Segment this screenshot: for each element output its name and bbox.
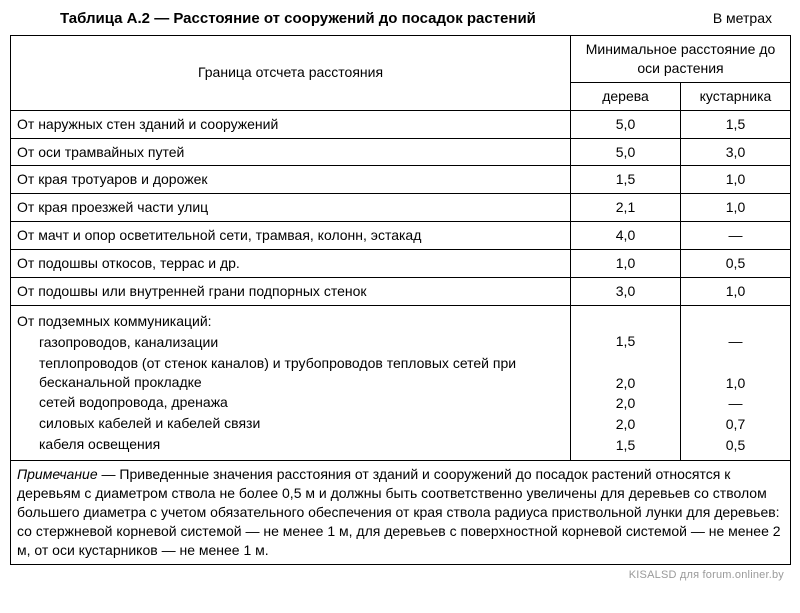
row-label: От края тротуаров и дорожек (11, 166, 571, 194)
col-header-boundary: Граница отсчета расстояния (11, 36, 571, 111)
row-label: От оси трамвайных путей (11, 138, 571, 166)
underground-item-label: теплопроводов (от стенок каналов) и труб… (17, 353, 564, 393)
underground-item-label: кабеля освещения (17, 434, 564, 455)
underground-shrub-value: 1,0 (726, 373, 745, 394)
row-shrub-value: — (681, 222, 791, 250)
row-tree-value: 2,1 (571, 194, 681, 222)
row-label: От подошвы или внутренней грани подпорны… (11, 278, 571, 306)
row-shrub-value: 0,5 (681, 250, 791, 278)
underground-tree-cell: 1,5 2,0 2,0 2,0 1,5 (571, 305, 681, 460)
watermark: KISALSD для forum.onliner.by (10, 565, 790, 581)
row-label: От мачт и опор осветительной сети, трамв… (11, 222, 571, 250)
row-label: От наружных стен зданий и сооружений (11, 110, 571, 138)
underground-shrub-cell: — 1,0 — 0,7 0,5 (681, 305, 791, 460)
underground-tree-value: 1,5 (616, 435, 635, 456)
underground-shrub-value: 0,7 (726, 414, 745, 435)
row-tree-value: 5,0 (571, 138, 681, 166)
underground-tree-value: 1,5 (616, 331, 635, 352)
col-header-shrub: кустарника (681, 82, 791, 110)
table-row: От края тротуаров и дорожек 1,5 1,0 (11, 166, 791, 194)
row-shrub-value: 1,0 (681, 278, 791, 306)
table-row: От оси трамвайных путей 5,0 3,0 (11, 138, 791, 166)
units-label: В метрах (713, 10, 784, 26)
heading-row: Таблица А.2 — Расстояние от сооружений д… (60, 10, 784, 27)
distance-table: Граница отсчета расстояния Минимальное р… (10, 35, 791, 565)
row-shrub-value: 3,0 (681, 138, 791, 166)
table-row: От подошвы откосов, террас и др. 1,0 0,5 (11, 250, 791, 278)
underground-shrub-value: — (729, 393, 743, 414)
table-row-note: Примечание — Приведенные значения рассто… (11, 461, 791, 564)
underground-tree-value: 2,0 (616, 393, 635, 414)
row-label: От края проезжей части улиц (11, 194, 571, 222)
row-tree-value: 4,0 (571, 222, 681, 250)
underground-shrub-value: — (729, 331, 743, 352)
col-header-tree: дерева (571, 82, 681, 110)
row-shrub-value: 1,5 (681, 110, 791, 138)
underground-item-label: сетей водопровода, дренажа (17, 392, 564, 413)
row-shrub-value: 1,0 (681, 194, 791, 222)
row-tree-value: 3,0 (571, 278, 681, 306)
note-cell: Примечание — Приведенные значения рассто… (11, 461, 791, 564)
page: Таблица А.2 — Расстояние от сооружений д… (0, 0, 800, 587)
table-row: От подошвы или внутренней грани подпорны… (11, 278, 791, 306)
row-tree-value: 1,0 (571, 250, 681, 278)
underground-item-label: газопроводов, канализации (17, 332, 564, 353)
table-row: От мачт и опор осветительной сети, трамв… (11, 222, 791, 250)
table-title: Таблица А.2 — Расстояние от сооружений д… (60, 10, 536, 27)
col-header-min-distance: Минимальное расстояние до оси растения (571, 36, 791, 83)
underground-heading: От подземных коммуникаций: (17, 311, 564, 332)
table-row: От наружных стен зданий и сооружений 5,0… (11, 110, 791, 138)
underground-tree-value: 2,0 (616, 414, 635, 435)
underground-label-cell: От подземных коммуникаций: газопроводов,… (11, 305, 571, 460)
underground-shrub-value: 0,5 (726, 435, 745, 456)
note-body: — Приведенные значения расстояния от зда… (17, 466, 781, 558)
row-label: От подошвы откосов, террас и др. (11, 250, 571, 278)
underground-tree-value: 2,0 (616, 373, 635, 394)
row-tree-value: 1,5 (571, 166, 681, 194)
underground-item-label: силовых кабелей и кабелей связи (17, 413, 564, 434)
note-lead: Примечание (17, 466, 98, 482)
table-row-underground: От подземных коммуникаций: газопроводов,… (11, 305, 791, 460)
row-tree-value: 5,0 (571, 110, 681, 138)
table-row: От края проезжей части улиц 2,1 1,0 (11, 194, 791, 222)
row-shrub-value: 1,0 (681, 166, 791, 194)
